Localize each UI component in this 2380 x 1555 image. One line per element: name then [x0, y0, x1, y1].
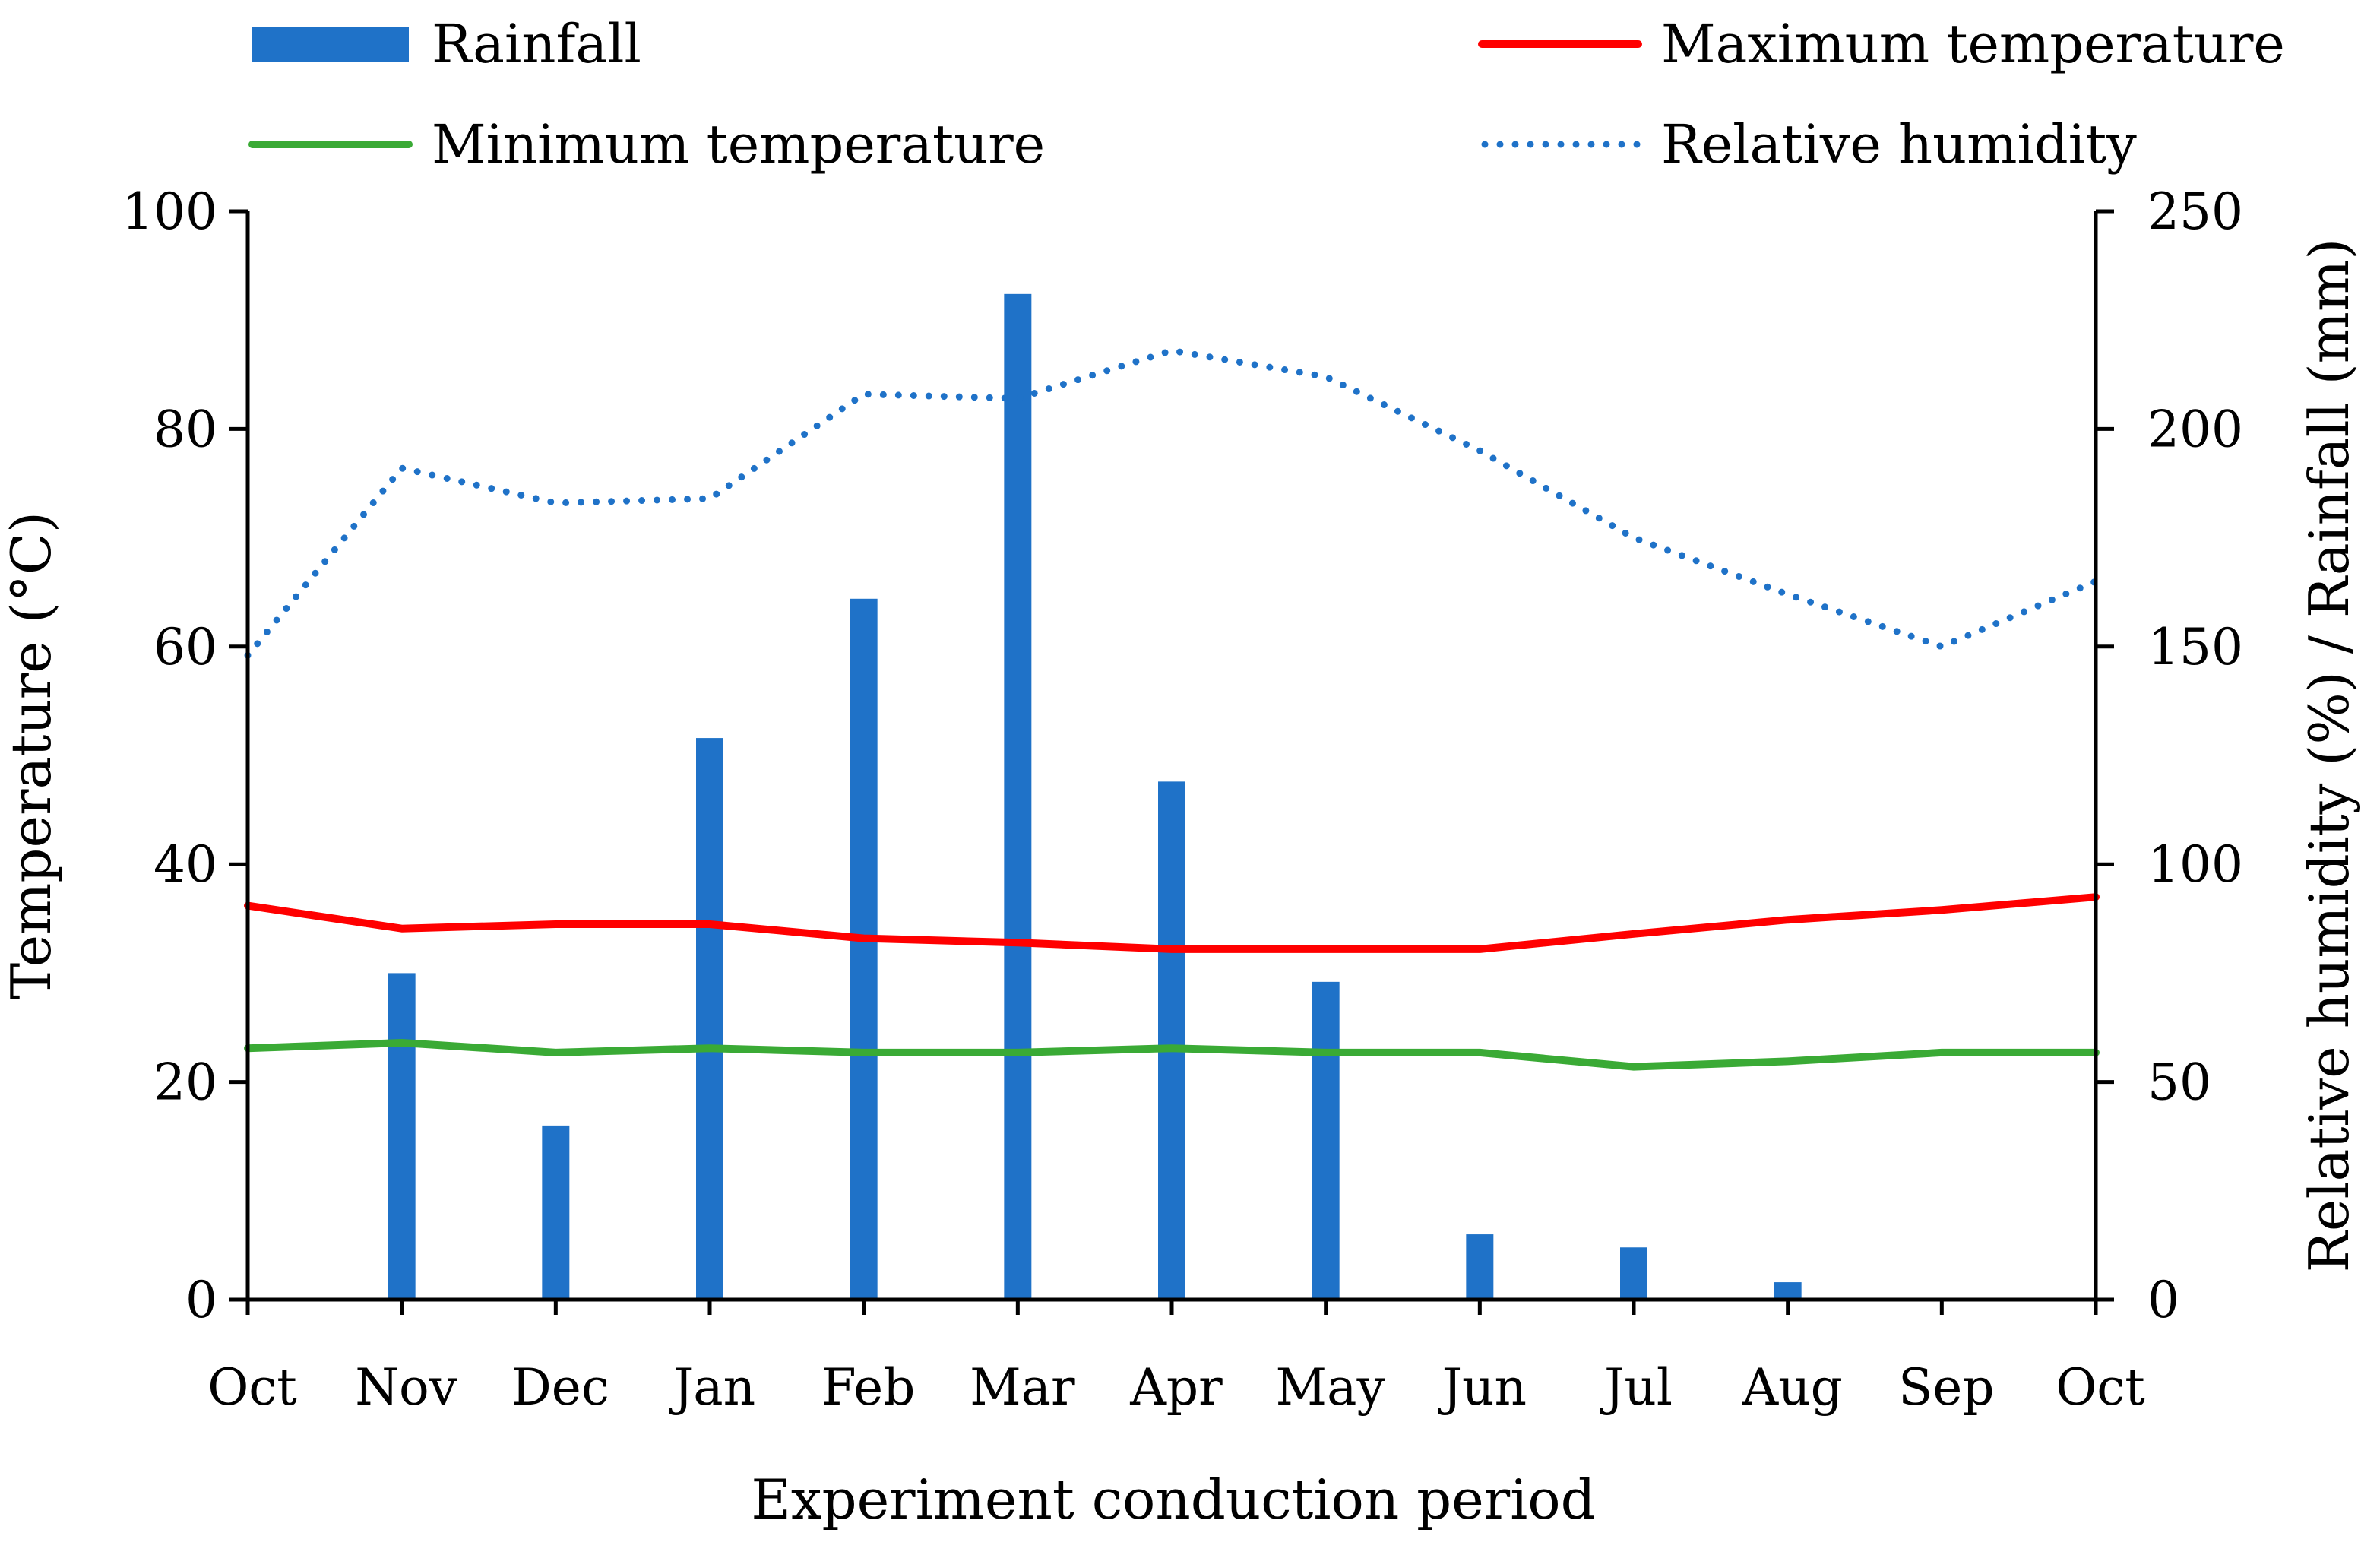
axes: 0 20 40 60 80 100 0 50 100 150 200 250 Oct Nov Dec Jan F…	[122, 182, 2243, 1417]
rainfall-bar	[388, 973, 416, 1300]
minimum-temperature-line	[244, 1039, 2100, 1071]
y-left-tick-label: 80	[153, 400, 217, 458]
y-right-tick-label: 200	[2147, 400, 2243, 458]
legend-item: Rainfall	[252, 13, 641, 75]
y-left-tick-label: 20	[153, 1053, 217, 1112]
y-axis-right-title: Relative humidity (%) / Rainfall (mm)	[2297, 239, 2361, 1273]
rainfall-bar	[1620, 1247, 1647, 1300]
y-right-tick-label: 0	[2147, 1271, 2179, 1329]
y-right-tick-label: 50	[2147, 1053, 2211, 1112]
rainfall-bars	[388, 293, 1802, 1300]
legend-label: Relative humidity	[1661, 113, 2137, 176]
y-left-tick-label: 40	[153, 835, 217, 894]
legend-label: Minimum temperature	[432, 113, 1045, 176]
x-tick-label: Dec	[511, 1358, 609, 1417]
rainfall-bar	[1004, 293, 1032, 1300]
y-left-tick-label: 60	[153, 618, 217, 676]
x-tick-label: Jun	[1438, 1358, 1527, 1417]
rainfall-bar	[1312, 981, 1340, 1300]
x-tick-label: Aug	[1741, 1358, 1842, 1417]
rainfall-bar	[696, 738, 723, 1300]
relative-humidity-line	[244, 347, 2100, 659]
legend-label: Maximum temperature	[1661, 13, 2285, 75]
rainfall-bar	[850, 598, 878, 1300]
legend-swatch-bar	[252, 27, 409, 62]
legend: Rainfall Maximum temperature Minimum tempe…	[248, 13, 2285, 176]
series-lines	[244, 347, 2100, 1071]
y-axis-left-title: Temperature (°C)	[0, 511, 63, 999]
legend-item: Relative humidity	[1481, 113, 2137, 176]
y-right-tick-label: 250	[2147, 182, 2243, 241]
legend-label: Rainfall	[432, 13, 641, 75]
y-left-tick-label: 100	[122, 182, 217, 241]
rainfall-bar	[1158, 781, 1185, 1300]
x-tick-label: May	[1276, 1358, 1386, 1417]
x-tick-label: Oct	[2056, 1358, 2145, 1417]
rainfall-bar	[1466, 1234, 1494, 1300]
y-right-tick-label: 100	[2147, 835, 2243, 894]
x-tick-label: Jul	[1600, 1358, 1673, 1417]
x-tick-label: Jan	[669, 1358, 755, 1417]
x-tick-label: Sep	[1898, 1358, 1995, 1417]
x-tick-label: Mar	[970, 1358, 1075, 1417]
legend-item: Maximum temperature	[1478, 13, 2285, 75]
rainfall-bar	[1774, 1282, 1802, 1300]
y-right-tick-label: 150	[2147, 618, 2243, 676]
x-tick-label: Feb	[821, 1358, 916, 1417]
x-tick-label: Apr	[1129, 1358, 1223, 1417]
legend-item: Minimum temperature	[248, 113, 1045, 176]
rainfall-bar	[542, 1125, 570, 1300]
x-axis-title: Experiment conduction period	[751, 1468, 1595, 1531]
x-tick-label: Oct	[207, 1358, 297, 1417]
x-tick-label: Nov	[355, 1358, 457, 1417]
maximum-temperature-line	[244, 893, 2100, 953]
y-left-tick-label: 0	[185, 1271, 217, 1329]
